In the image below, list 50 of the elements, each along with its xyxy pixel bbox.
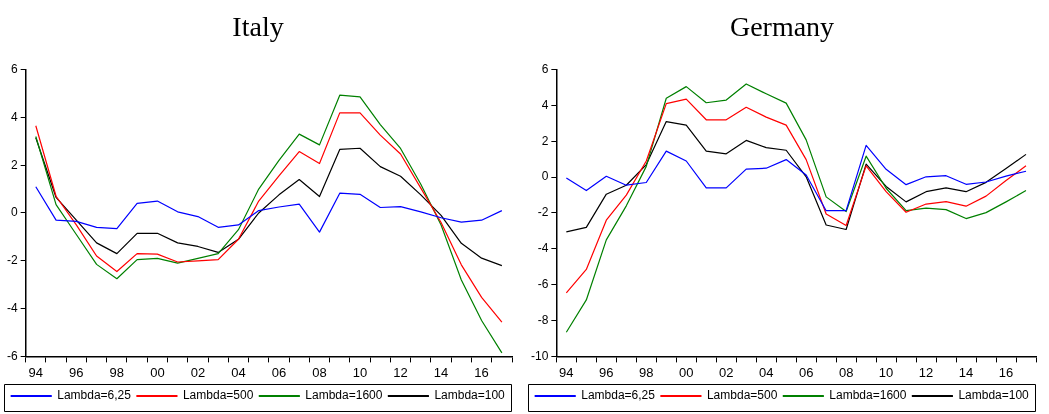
y-tick-label: -2 <box>7 253 18 268</box>
chart-title: Germany <box>729 11 835 43</box>
y-tick-label: 6 <box>10 61 18 76</box>
x-tick-label: 96 <box>69 364 84 380</box>
chart-title: Italy <box>232 11 284 43</box>
y-tick-label: -2 <box>537 205 549 220</box>
legend-label: Lambda=1600 <box>829 388 907 403</box>
x-tick-label: 02 <box>190 364 206 380</box>
x-tick-label: 12 <box>918 364 934 380</box>
x-tick-label: 14 <box>433 364 449 380</box>
y-tick-label: -6 <box>7 348 18 363</box>
x-tick-label: 96 <box>599 364 614 380</box>
legend-label: Lambda=6,25 <box>57 388 132 403</box>
x-tick-label: 16 <box>474 364 489 380</box>
x-tick-label: 02 <box>718 364 734 380</box>
y-tick-label: 4 <box>541 97 549 112</box>
y-tick-label: 2 <box>10 157 18 172</box>
y-tick-label: 4 <box>10 109 18 124</box>
x-tick-label: 06 <box>798 364 814 380</box>
y-tick-label: -6 <box>537 277 549 292</box>
y-tick-label: 0 <box>10 205 18 220</box>
x-tick-label: 10 <box>878 364 894 380</box>
x-tick-label: 06 <box>271 364 287 380</box>
x-tick-label: 08 <box>838 364 854 380</box>
legend-label: Lambda=500 <box>182 388 254 403</box>
x-tick-label: 00 <box>150 364 165 380</box>
legend-label: Lambda=100 <box>434 388 506 403</box>
x-tick-label: 14 <box>958 364 974 380</box>
x-tick-label: 04 <box>758 364 774 380</box>
legend-label: Lambda=1600 <box>305 388 383 403</box>
legend-label: Lambda=100 <box>958 388 1030 403</box>
y-tick-label: 0 <box>541 169 549 184</box>
x-tick-label: 94 <box>28 364 44 380</box>
x-tick-label: 94 <box>559 364 574 380</box>
x-tick-label: 12 <box>393 364 408 380</box>
x-tick-label: 10 <box>352 364 368 380</box>
x-tick-label: 04 <box>231 364 246 380</box>
x-tick-label: 16 <box>998 364 1014 380</box>
y-tick-label: -4 <box>7 300 18 315</box>
legend-label: Lambda=6,25 <box>581 388 656 403</box>
y-tick-label: -8 <box>537 312 549 327</box>
x-tick-label: 08 <box>312 364 327 380</box>
legend-label: Lambda=500 <box>706 388 778 403</box>
y-tick-label: -10 <box>531 348 549 363</box>
y-tick-label: 6 <box>541 61 549 76</box>
y-tick-label: -4 <box>537 241 549 256</box>
x-tick-label: 98 <box>639 364 654 380</box>
x-tick-label: 00 <box>679 364 694 380</box>
x-tick-label: 98 <box>109 364 125 380</box>
y-tick-label: 2 <box>541 133 549 148</box>
